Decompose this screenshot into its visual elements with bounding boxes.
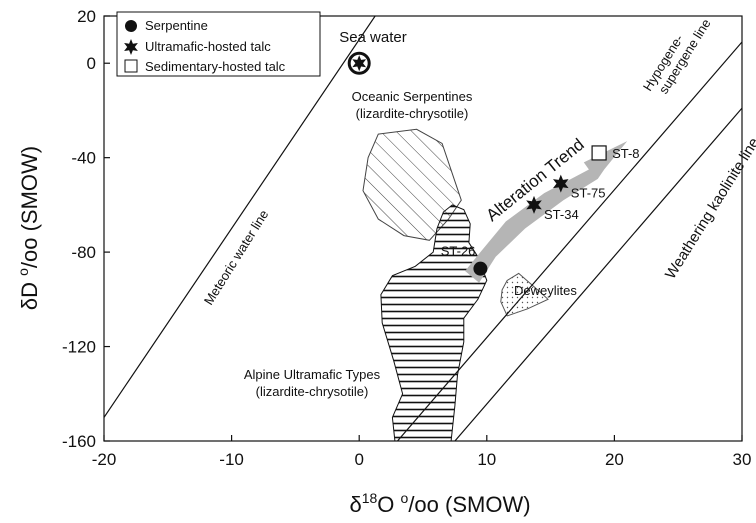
x-tick-label: -10 bbox=[219, 450, 244, 469]
x-tick-label: 20 bbox=[605, 450, 624, 469]
point-st-75-label: ST-75 bbox=[571, 186, 606, 201]
x-tick-label: -20 bbox=[92, 450, 117, 469]
legend-square-icon bbox=[124, 59, 138, 73]
y-axis-title: δD o/oo (SMOW) bbox=[15, 146, 42, 310]
alteration-trend-arrow bbox=[465, 141, 628, 283]
oceanic-label-1: Oceanic Serpentines bbox=[352, 89, 473, 104]
point-st-34-star bbox=[526, 195, 542, 214]
y-tick-label: -160 bbox=[62, 432, 96, 451]
axis-ticks: -20 -10 0 10 20 30 20 0 -40 -80 -120 -160 bbox=[62, 7, 751, 469]
deweylites-label: Deweylites bbox=[514, 283, 577, 298]
point-sea-water-star bbox=[352, 55, 367, 72]
legend-circle-icon bbox=[125, 20, 137, 32]
x-tick-label: 0 bbox=[354, 450, 363, 469]
y-tick-label: -40 bbox=[71, 149, 96, 168]
alpine-label-1: Alpine Ultramafic Types bbox=[244, 367, 381, 382]
legend-label-serpentine: Serpentine bbox=[145, 18, 208, 33]
legend-label-ultramafic: Ultramafic-hosted talc bbox=[145, 39, 271, 54]
y-tick-label: 20 bbox=[77, 7, 96, 26]
x-axis-title: δ18O o/oo (SMOW) bbox=[349, 490, 530, 517]
legend-label-sedimentary: Sedimentary-hosted talc bbox=[145, 59, 286, 74]
reference-lines bbox=[104, 16, 742, 441]
point-st-75-star bbox=[553, 174, 569, 193]
legend: Serpentine Ultramafic-hosted talc Sedime… bbox=[116, 11, 321, 77]
reference-line bbox=[454, 107, 742, 441]
legend-star-icon bbox=[124, 39, 138, 55]
y-tick-label: 0 bbox=[87, 54, 96, 73]
x-tick-label: 30 bbox=[733, 450, 752, 469]
point-st-26-circle bbox=[473, 261, 488, 276]
point-sea-water-label: Sea water bbox=[339, 29, 407, 46]
reference-line bbox=[104, 16, 376, 418]
point-st-26-label: ST-26 bbox=[441, 244, 476, 259]
data-points: ST-26 ST-34 ST-75 ST-8 Sea water bbox=[339, 29, 640, 276]
point-st-8-label: ST-8 bbox=[612, 146, 639, 161]
x-tick-label: 10 bbox=[477, 450, 496, 469]
y-tick-label: -80 bbox=[71, 243, 96, 262]
oceanic-label-2: (lizardite-chrysotile) bbox=[356, 106, 469, 121]
alpine-label-2: (lizardite-chrysotile) bbox=[256, 384, 369, 399]
plot-frame bbox=[103, 15, 743, 442]
alpine-ultramafic-region bbox=[380, 204, 488, 441]
point-st-8-square bbox=[591, 145, 607, 161]
reference-line bbox=[397, 41, 742, 441]
point-st-34-label: ST-34 bbox=[544, 207, 579, 222]
y-tick-label: -120 bbox=[62, 338, 96, 357]
legend-box bbox=[116, 11, 321, 77]
